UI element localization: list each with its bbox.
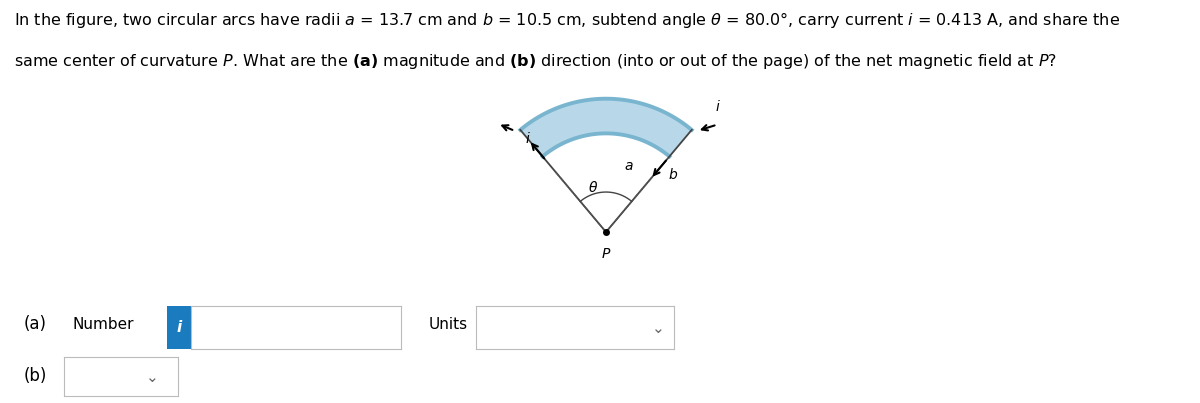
Text: a: a [625,159,634,173]
Text: i: i [176,320,181,335]
Text: i: i [526,132,529,146]
Text: θ: θ [588,181,596,195]
Text: In the figure, two circular arcs have radii $a$ = 13.7 cm and $b$ = 10.5 cm, sub: In the figure, two circular arcs have ra… [14,10,1121,30]
Text: P: P [602,247,610,261]
Text: Number: Number [72,317,133,332]
Text: b: b [668,168,677,182]
Polygon shape [521,99,691,156]
Text: (b): (b) [24,367,47,384]
Text: same center of curvature $P$. What are the $\mathbf{(a)}$ magnitude and $\mathbf: same center of curvature $P$. What are t… [14,52,1057,71]
Text: ⌄: ⌄ [146,370,158,385]
Text: Units: Units [428,317,468,332]
Text: ⌄: ⌄ [652,321,665,336]
Text: (a): (a) [24,316,47,333]
Text: i: i [716,100,720,114]
